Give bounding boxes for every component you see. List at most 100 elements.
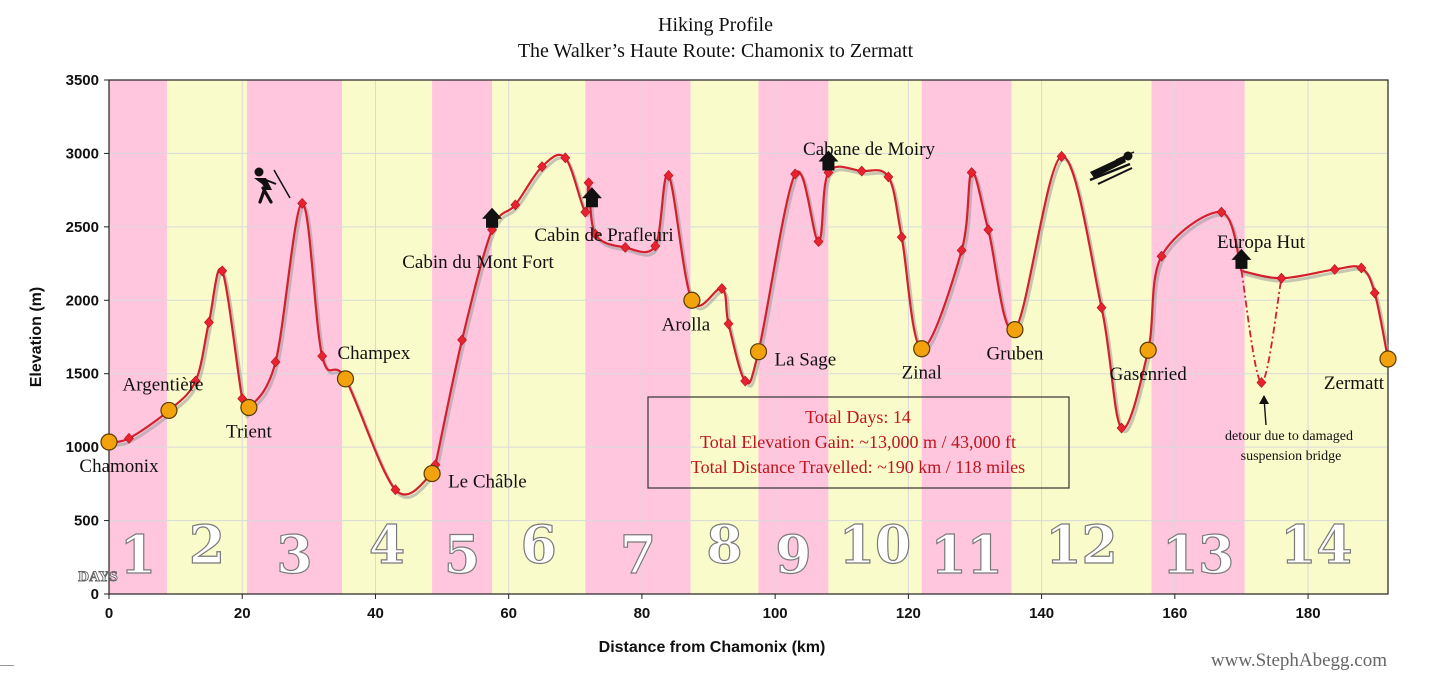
town-marker-argentire <box>160 401 178 420</box>
route-point-marker <box>716 283 727 294</box>
route-point-marker <box>956 244 967 256</box>
route-point-marker <box>663 170 674 181</box>
day-number-6: 6 <box>521 515 557 576</box>
town-marker-zermatt <box>1379 350 1397 368</box>
day-bands <box>109 80 1388 594</box>
route-point-marker <box>190 375 201 387</box>
x-tick-label-120: 120 <box>896 605 921 622</box>
day-band-7 <box>585 80 691 594</box>
route-point-marker <box>740 375 751 387</box>
town-label-gruben: Gruben <box>986 344 1043 365</box>
x-tick-label-0: 0 <box>105 605 113 622</box>
route-point-marker <box>317 350 328 362</box>
day-number-3: 3 <box>276 525 312 586</box>
route-point-marker <box>1056 150 1067 162</box>
x-tick-label-80: 80 <box>634 605 651 622</box>
y-tick-label-0: 0 <box>91 586 99 603</box>
route-point-marker <box>590 228 601 240</box>
town-marker-chamonix <box>100 433 118 451</box>
route-point-marker <box>1369 287 1380 299</box>
series-line-2 <box>1240 270 1283 384</box>
y-tick-label-500: 500 <box>74 513 99 530</box>
day-band-9 <box>758 80 829 594</box>
route-point-marker <box>1156 250 1167 262</box>
route-point-marker <box>297 197 308 209</box>
town-marker-gasenried <box>1139 341 1157 359</box>
axis-ticks: 0 500 1000 1500 2000 2500 3000 3500 0 20 40 60 80 100… <box>66 72 1321 622</box>
summary-box: Total Days: 14 Total Elevation Gain: ~13… <box>647 396 1070 489</box>
route-point-marker <box>124 432 134 444</box>
day-number-14: 14 <box>1280 515 1352 576</box>
day-number-5: 5 <box>444 525 480 586</box>
day-band-8 <box>690 80 759 594</box>
elevation-gain-text: Total Elevation Gain: ~13,000 m / 43,000… <box>700 432 1016 452</box>
day-band-13 <box>1151 80 1245 594</box>
route-point-marker <box>790 168 801 180</box>
grid-lines <box>109 80 1388 594</box>
town-marker-trient <box>240 398 258 417</box>
skier-icon <box>1089 151 1135 185</box>
route-point-marker <box>813 236 824 247</box>
x-tick-label-20: 20 <box>234 605 251 622</box>
route-point-marker <box>457 334 467 346</box>
x-tick-label-40: 40 <box>367 605 384 622</box>
route-point-marker <box>983 224 994 236</box>
credit-text: www.StephAbegg.com <box>1210 650 1387 671</box>
town-label-lasage: La Sage <box>774 350 836 371</box>
hut-icon <box>1231 248 1252 269</box>
route-point-marker <box>510 199 521 211</box>
day-number-8: 8 <box>706 515 742 576</box>
y-tick-label-2500: 2500 <box>66 219 99 236</box>
town-marker-arolla <box>683 291 701 309</box>
route-point-marker <box>1116 422 1127 434</box>
route-point-marker <box>1356 262 1367 274</box>
town-label-trient: Trient <box>226 421 272 442</box>
hiker-icon <box>254 167 291 204</box>
y-tick-label-2000: 2000 <box>66 292 99 309</box>
route-point-marker <box>204 316 214 328</box>
town-label-gasenried: Gasenried <box>1110 364 1188 385</box>
route-point-marker <box>217 265 228 277</box>
distance-text: Total Distance Travelled: ~190 km / 118 … <box>691 457 1025 477</box>
route-point-marker <box>583 177 594 189</box>
route-point-marker <box>1256 377 1267 388</box>
day-number-12: 12 <box>1045 515 1117 576</box>
route-point-marker <box>966 167 977 178</box>
day-number-10: 10 <box>839 515 911 576</box>
route-point-marker <box>487 224 497 236</box>
route-point-marker <box>856 165 867 177</box>
day-band-10 <box>828 80 922 594</box>
route-point-marker <box>1329 263 1340 275</box>
town-marker-lasage <box>749 343 768 361</box>
hut-icon <box>581 187 602 208</box>
hut-label-cabanedemoiry: Cabane de Moiry <box>803 139 935 160</box>
route-point-marker <box>723 318 734 330</box>
corner-mark <box>0 665 14 666</box>
route-point-marker <box>580 206 591 218</box>
route-point-marker <box>390 484 401 496</box>
hut-icon <box>818 150 839 171</box>
route-point-marker <box>620 241 631 253</box>
day-number-7: 7 <box>620 525 656 586</box>
town-label-champex: Champex <box>337 343 410 364</box>
day-number-4: 4 <box>369 515 405 576</box>
day-number-1: 1 <box>120 525 156 586</box>
route-point-marker <box>537 161 547 173</box>
town-label-lechble: Le Châble <box>448 472 527 493</box>
route-point-marker <box>1216 206 1227 218</box>
route-point-marker <box>896 231 907 243</box>
total-days-text: Total Days: 14 <box>805 407 911 427</box>
detour-annotation: detour due to damaged suspension bridge <box>1225 395 1353 464</box>
day-band-4 <box>342 80 433 594</box>
town-marker-champex <box>336 370 355 388</box>
route-point-marker <box>1276 272 1287 284</box>
day-band-14 <box>1244 80 1388 594</box>
detour-note-line1: detour due to damaged <box>1225 429 1353 444</box>
day-number-11: 11 <box>930 525 1002 586</box>
y-axis-title: Elevation (m) <box>28 287 45 387</box>
town-label-arolla: Arolla <box>662 314 711 335</box>
x-tick-label-60: 60 <box>500 605 517 622</box>
hut-label-cabindumontfort: Cabin du Mont Fort <box>402 252 554 273</box>
route-point-marker <box>270 356 281 368</box>
